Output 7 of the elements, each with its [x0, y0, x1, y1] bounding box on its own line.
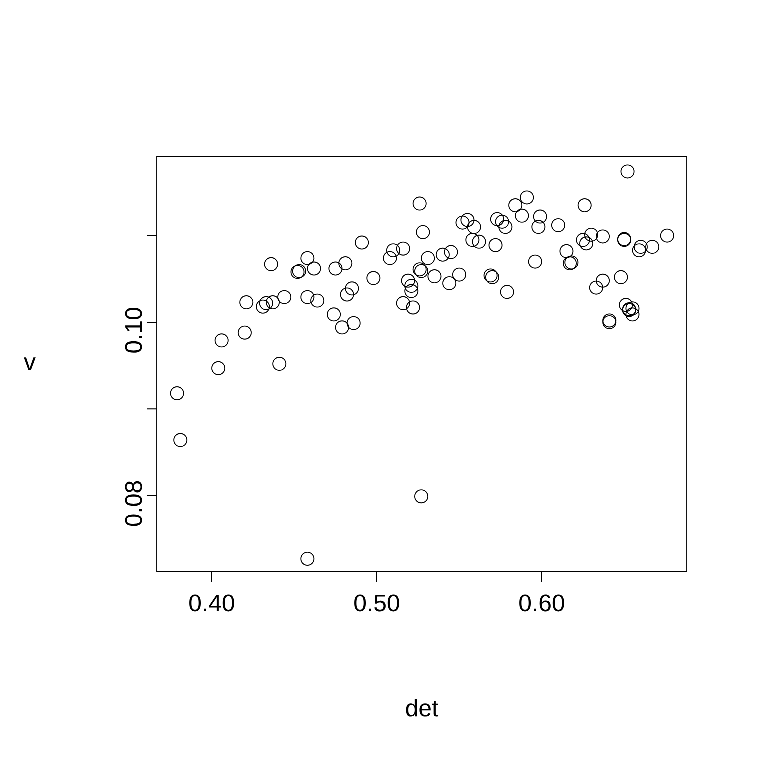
x-tick-label: 0.50 [354, 594, 400, 612]
y-tick-label: 0.10 [125, 308, 142, 353]
y-tick-label: 0.08 [125, 481, 142, 526]
y-axis-title: v [24, 358, 36, 370]
x-tick-label: 0.40 [190, 594, 234, 612]
x-tick-label: 0.60 [520, 594, 564, 612]
x-axis-title: det [406, 699, 439, 717]
